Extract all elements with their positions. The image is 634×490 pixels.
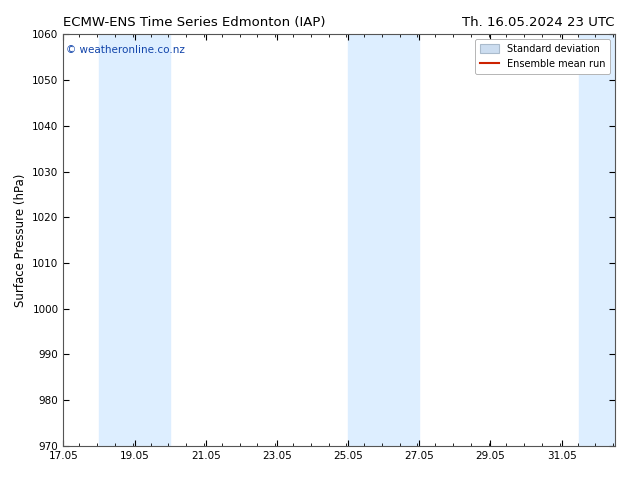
- Text: Th. 16.05.2024 23 UTC: Th. 16.05.2024 23 UTC: [462, 16, 615, 29]
- Text: ECMW-ENS Time Series Edmonton (IAP): ECMW-ENS Time Series Edmonton (IAP): [63, 16, 326, 29]
- Bar: [348, 34, 419, 446]
- Y-axis label: Surface Pressure (hPa): Surface Pressure (hPa): [14, 173, 27, 307]
- Bar: [579, 34, 631, 446]
- Bar: [99, 34, 170, 446]
- Text: © weatheronline.co.nz: © weatheronline.co.nz: [66, 45, 185, 54]
- Legend: Standard deviation, Ensemble mean run: Standard deviation, Ensemble mean run: [475, 39, 610, 74]
